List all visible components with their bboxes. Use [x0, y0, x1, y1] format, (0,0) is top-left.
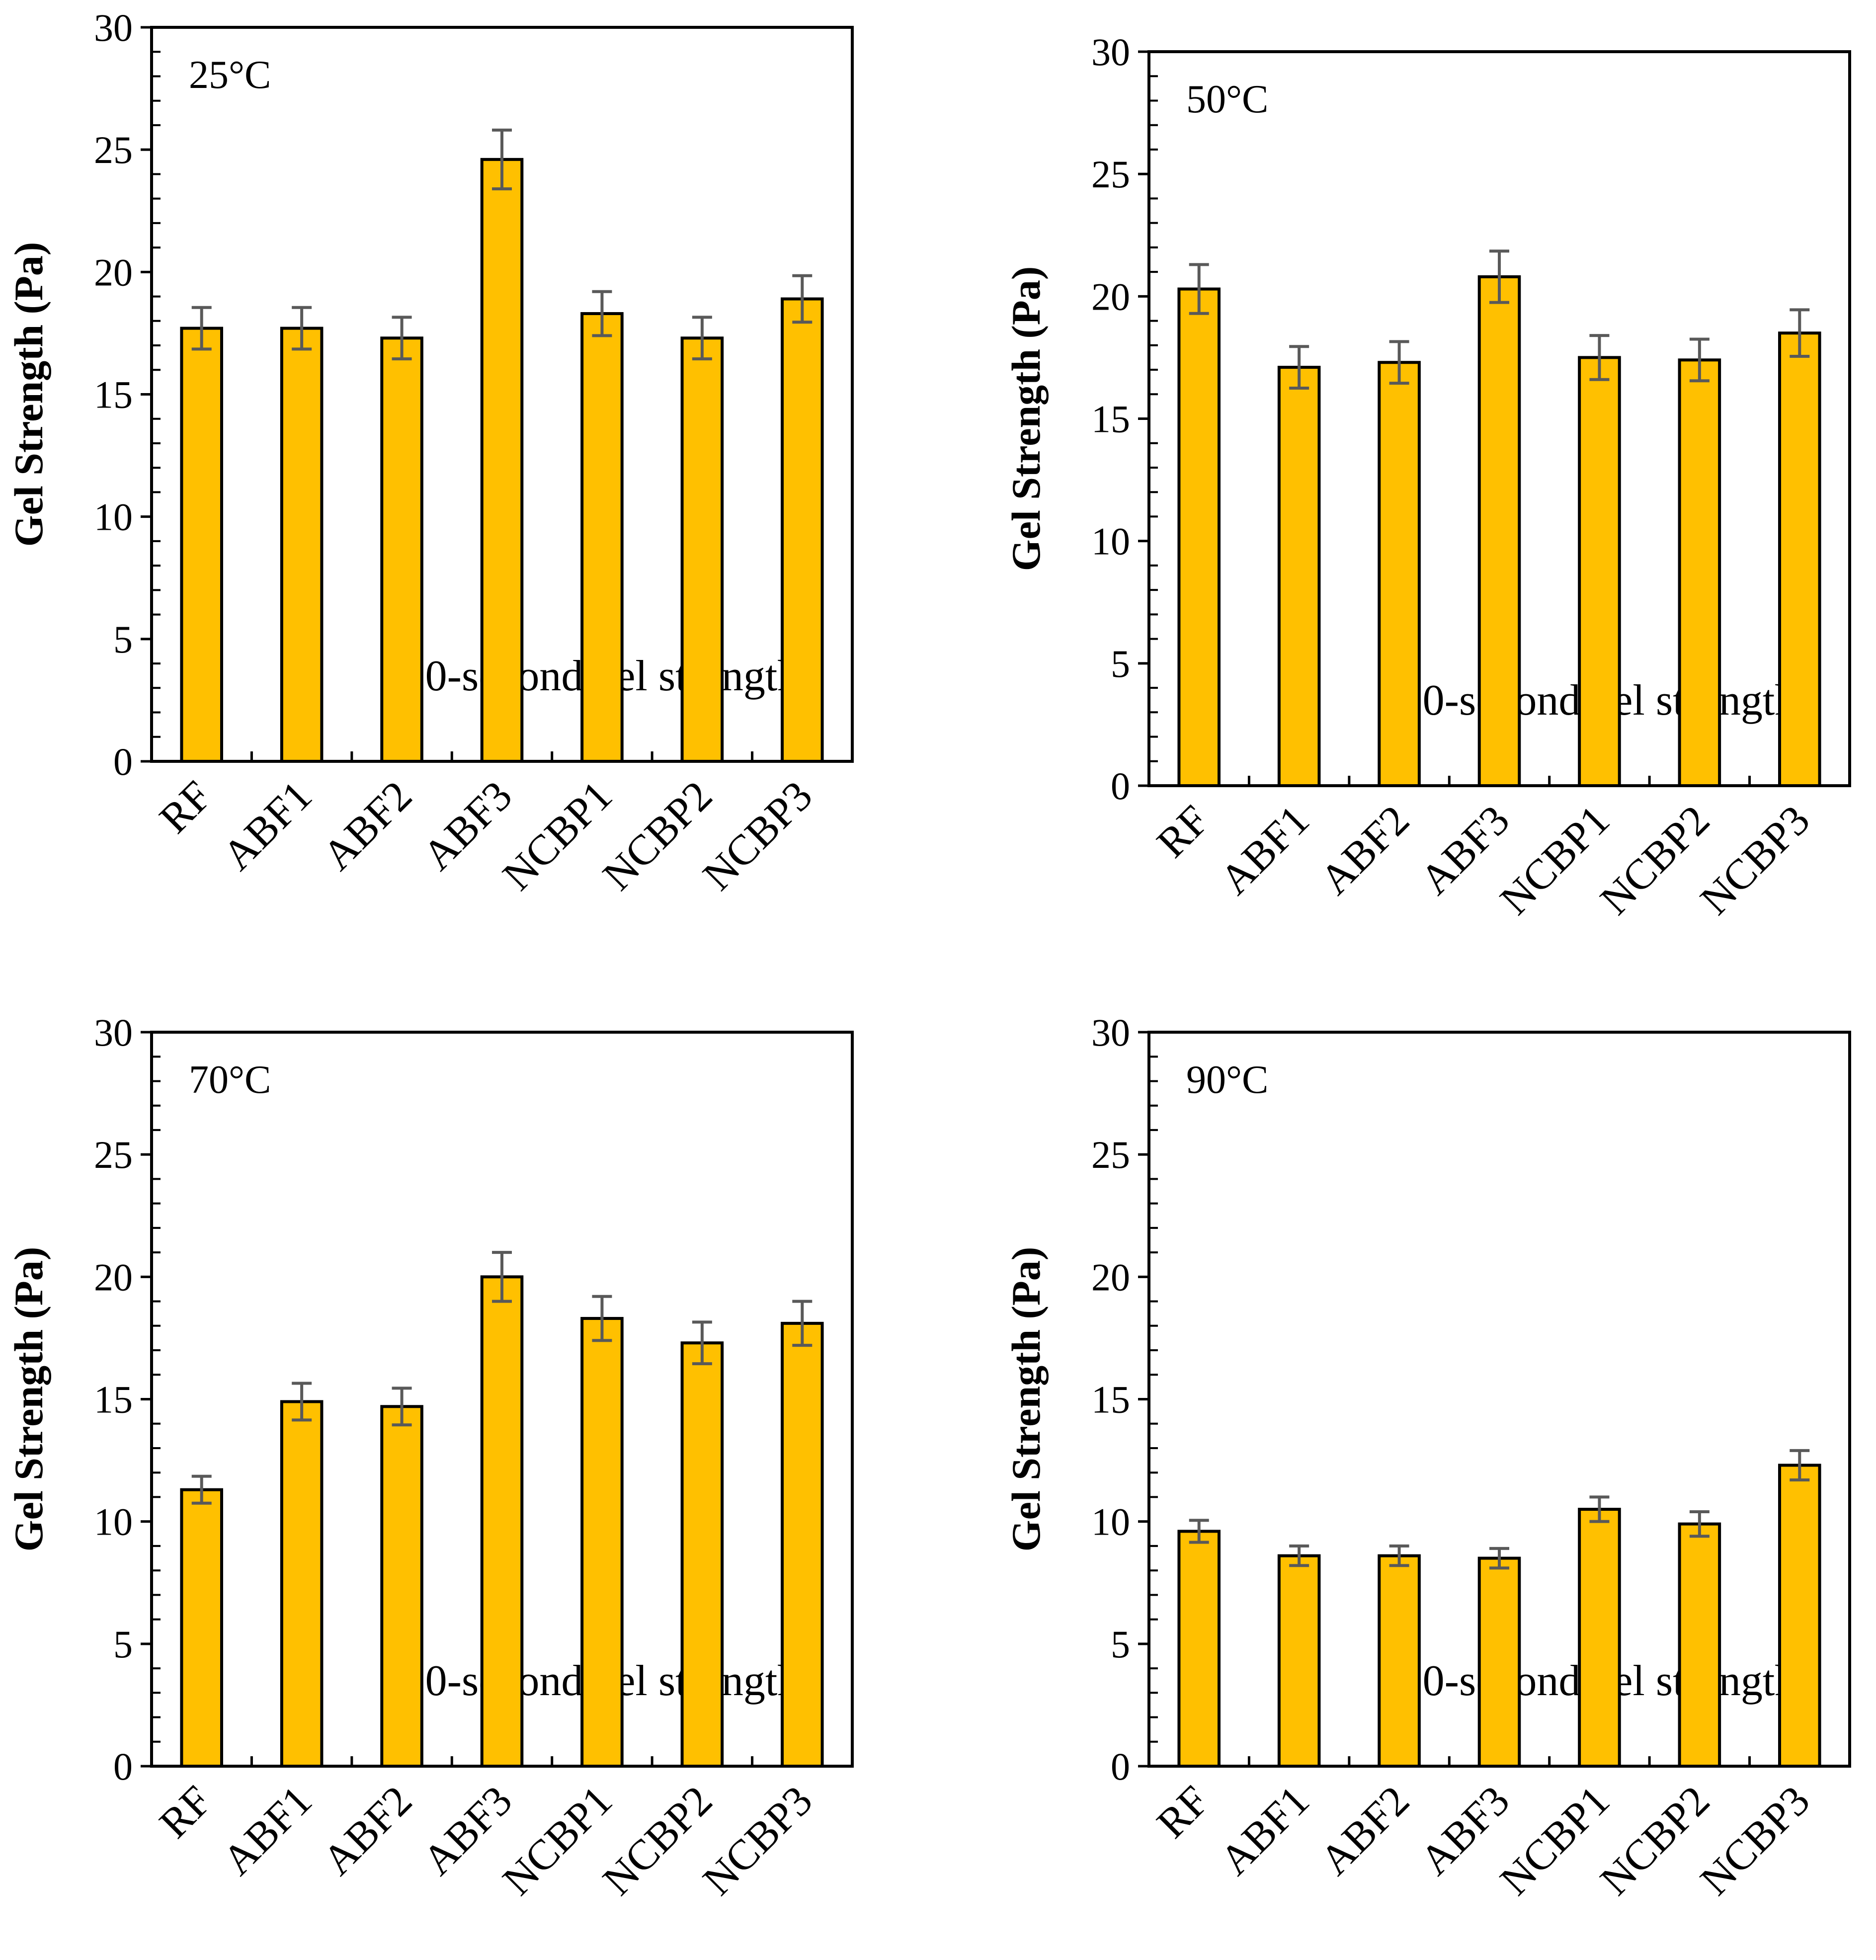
- bar-rf: [1177, 287, 1221, 787]
- bar-abf1: [280, 327, 324, 763]
- bar-ncbp2: [1678, 1522, 1721, 1768]
- bar-ncbp3: [781, 1321, 824, 1768]
- bar-ncbp1: [1578, 356, 1621, 787]
- x-tick-label-ncbp1: NCBP1: [1491, 796, 1619, 924]
- panel-label: 25°C: [189, 53, 271, 97]
- panel-label: 90°C: [1186, 1058, 1268, 1102]
- chart-panel-25c: 05101520253010-second gel strengthRFABF1…: [6, 6, 854, 899]
- x-tick-label-abf2: ABF2: [313, 772, 421, 880]
- y-tick-label: 25: [94, 128, 133, 171]
- y-tick-label: 0: [113, 740, 133, 783]
- x-tick-label-ncbp1: NCBP1: [493, 772, 621, 899]
- chart-panel-50c: 05101520253010-second gel strengthRFABF1…: [1003, 30, 1851, 924]
- bar-abf2: [380, 1405, 423, 1768]
- panel-label: 50°C: [1186, 78, 1268, 121]
- y-tick-label: 30: [1091, 30, 1130, 74]
- y-tick-label: 25: [1091, 153, 1130, 196]
- y-tick-label: 0: [1111, 764, 1130, 808]
- x-tick-label-abf1: ABF1: [1211, 796, 1318, 904]
- x-tick-label-ncbp2: NCBP2: [1591, 796, 1718, 924]
- chart-panel-70c: 05101520253010-second gel strengthRFABF1…: [6, 1011, 854, 1904]
- y-tick-label: 0: [1111, 1745, 1130, 1788]
- bar-ncbp3: [1778, 331, 1821, 787]
- y-axis-title: Gel Strength (Pa): [1003, 1247, 1049, 1552]
- bar-ncbp3: [781, 297, 824, 763]
- bar-rf: [1177, 1530, 1221, 1768]
- bar-rf: [180, 1488, 223, 1768]
- x-tick-label-ncbp2: NCBP2: [593, 772, 721, 899]
- y-tick-label: 10: [94, 495, 133, 539]
- x-tick-label-ncbp3: NCBP3: [1691, 796, 1819, 924]
- y-tick-label: 20: [94, 250, 133, 294]
- panel-label: 70°C: [189, 1058, 271, 1102]
- y-tick-label: 25: [1091, 1133, 1130, 1176]
- x-tick-label-rf: RF: [1147, 796, 1218, 867]
- y-axis-title: Gel Strength (Pa): [1003, 266, 1049, 571]
- bar-abf1: [280, 1400, 324, 1768]
- bar-abf3: [1477, 1556, 1521, 1768]
- x-tick-label-abf2: ABF2: [1310, 796, 1418, 904]
- x-tick-label-ncbp1: NCBP1: [493, 1777, 621, 1904]
- y-tick-label: 10: [1091, 520, 1130, 563]
- bar-abf2: [380, 336, 423, 763]
- x-tick-label-ncbp3: NCBP3: [694, 772, 821, 899]
- y-tick-label: 20: [1091, 1255, 1130, 1299]
- bar-ncbp1: [580, 312, 624, 763]
- y-tick-label: 5: [113, 618, 133, 661]
- y-tick-label: 15: [1091, 1378, 1130, 1421]
- bar-abf2: [1378, 1554, 1421, 1768]
- y-tick-label: 0: [113, 1745, 133, 1788]
- bar-abf3: [480, 1275, 524, 1768]
- chart-panel-90c: 05101520253010-second gel strengthRFABF1…: [1003, 1011, 1851, 1904]
- x-tick-label-ncbp1: NCBP1: [1491, 1777, 1619, 1904]
- y-tick-label: 25: [94, 1133, 133, 1176]
- bar-abf3: [480, 158, 524, 763]
- bar-ncbp2: [680, 336, 724, 763]
- x-tick-label-abf1: ABF1: [213, 1777, 321, 1884]
- x-tick-label-ncbp3: NCBP3: [694, 1777, 821, 1904]
- bar-ncbp2: [1678, 358, 1721, 787]
- y-tick-label: 30: [94, 1011, 133, 1054]
- x-tick-label-ncbp3: NCBP3: [1691, 1777, 1819, 1904]
- bar-rf: [180, 327, 223, 763]
- y-tick-label: 5: [1111, 1623, 1130, 1666]
- y-tick-label: 15: [1091, 398, 1130, 441]
- y-axis-title: Gel Strength (Pa): [6, 242, 51, 547]
- x-tick-label-abf2: ABF2: [1310, 1777, 1418, 1884]
- bar-ncbp1: [1578, 1508, 1621, 1768]
- x-tick-label-abf1: ABF1: [213, 772, 321, 880]
- bar-ncbp3: [1778, 1464, 1821, 1768]
- x-tick-label-rf: RF: [150, 772, 221, 842]
- x-tick-label-ncbp2: NCBP2: [1591, 1777, 1718, 1904]
- y-axis-title: Gel Strength (Pa): [6, 1247, 51, 1552]
- x-tick-label-abf1: ABF1: [1211, 1777, 1318, 1884]
- y-tick-label: 30: [94, 6, 133, 49]
- x-tick-label-rf: RF: [150, 1777, 221, 1847]
- bar-abf1: [1277, 1554, 1321, 1768]
- y-tick-label: 15: [94, 373, 133, 416]
- y-tick-label: 10: [94, 1500, 133, 1544]
- y-tick-label: 30: [1091, 1011, 1130, 1054]
- bar-ncbp1: [580, 1317, 624, 1768]
- bar-abf1: [1277, 366, 1321, 787]
- y-tick-label: 20: [1091, 275, 1130, 318]
- y-tick-label: 5: [113, 1623, 133, 1666]
- y-tick-label: 20: [94, 1255, 133, 1299]
- x-tick-label-abf2: ABF2: [313, 1777, 421, 1884]
- bar-abf3: [1477, 275, 1521, 787]
- x-tick-label-ncbp2: NCBP2: [593, 1777, 721, 1904]
- y-tick-label: 10: [1091, 1500, 1130, 1544]
- y-tick-label: 5: [1111, 642, 1130, 685]
- bar-abf2: [1378, 361, 1421, 787]
- x-tick-label-rf: RF: [1147, 1777, 1218, 1847]
- y-tick-label: 15: [94, 1378, 133, 1421]
- bar-ncbp2: [680, 1341, 724, 1768]
